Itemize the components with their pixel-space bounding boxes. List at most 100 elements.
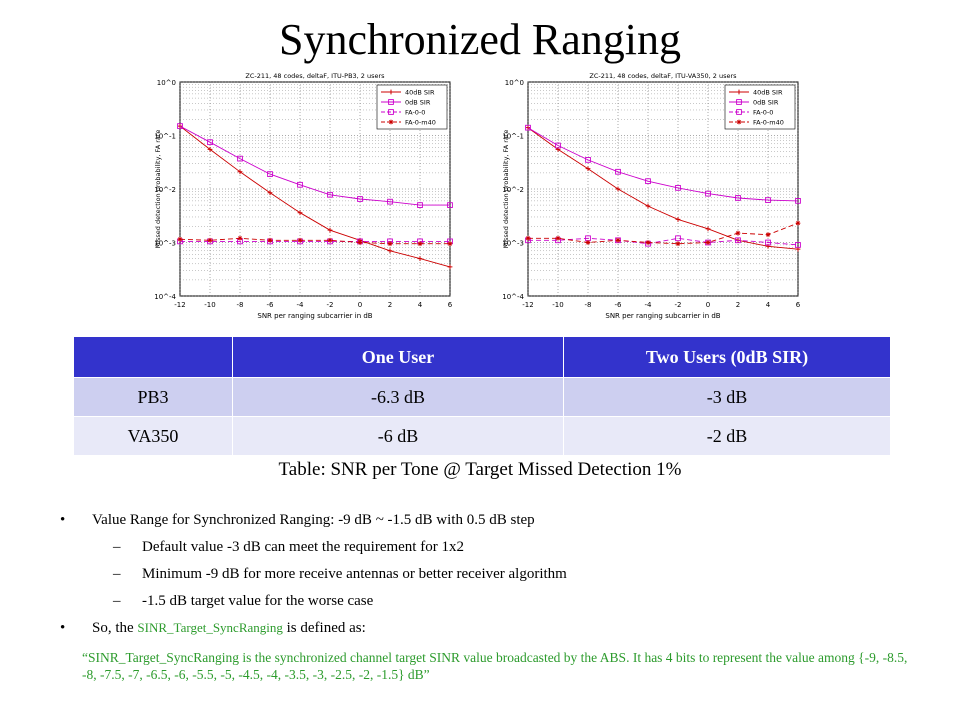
series-line xyxy=(528,222,799,245)
data-point xyxy=(765,232,771,238)
data-point xyxy=(736,119,742,125)
table-header-cell: Two Users (0dB SIR) xyxy=(563,336,891,378)
legend-label: 0dB SIR xyxy=(753,99,779,107)
data-point xyxy=(705,190,711,197)
legend-label: 40dB SIR xyxy=(753,89,783,97)
chart-title: ZC-211, 48 codes, deltaF, ITU-VA350, 2 u… xyxy=(589,72,737,80)
data-point xyxy=(795,220,801,226)
chart-title: ZC-211, 48 codes, deltaF, ITU-PB3, 2 use… xyxy=(245,72,385,80)
series-0db-sir xyxy=(525,124,801,204)
table-header-cell: One User xyxy=(232,336,564,378)
data-point xyxy=(357,240,363,245)
data-point xyxy=(765,239,771,246)
table-cell: VA350 xyxy=(73,416,233,456)
series-line xyxy=(179,125,451,268)
data-point xyxy=(177,123,183,129)
series-40db-sir xyxy=(177,123,453,270)
table-cell: PB3 xyxy=(73,377,233,417)
x-tick-label: -6 xyxy=(615,301,623,309)
sub-bullet-item: – -1.5 dB target value for the worse cas… xyxy=(60,593,920,610)
definition-quote: “SINR_Target_SyncRanging is the synchron… xyxy=(82,650,908,682)
sub-bullet-item: – Default value -3 dB can meet the requi… xyxy=(60,539,920,556)
data-point xyxy=(615,168,621,175)
data-point xyxy=(447,202,453,208)
data-point xyxy=(736,99,742,105)
sub-bullet-text: Default value -3 dB can meet the require… xyxy=(142,539,464,555)
data-point xyxy=(297,181,303,188)
dash-icon: – xyxy=(113,593,121,609)
x-tick-label: -2 xyxy=(327,301,334,309)
x-tick-label: 6 xyxy=(796,301,801,309)
data-point xyxy=(735,195,741,201)
y-tick-label: 10^0 xyxy=(505,79,524,87)
slide-title: Synchronized Ranging xyxy=(278,15,682,64)
x-tick-label: -12 xyxy=(522,301,533,309)
data-point xyxy=(447,264,453,270)
x-tick-label: 2 xyxy=(388,301,392,309)
data-point xyxy=(765,197,771,203)
chart-legend: 40dB SIR 0dB SIR FA-0-0 FA-0-m40 xyxy=(724,84,796,130)
data-point xyxy=(585,157,591,163)
table-cell: -2 dB xyxy=(563,416,891,456)
data-point xyxy=(417,202,423,208)
x-tick-label: -8 xyxy=(585,301,592,309)
data-point xyxy=(615,186,621,192)
chart-legend: 40dB SIR 0dB SIR FA-0-0 FA-0-m40 xyxy=(376,84,448,130)
x-tick-label: 2 xyxy=(736,301,740,309)
chart-svg: -12 -10 -8 -6 -4 -2 0 2 4 6 10^0 10^-1 10^-2 10^-3 10^… xyxy=(502,72,801,320)
y-tick-label: 10^-4 xyxy=(154,293,176,301)
x-tick-label: -10 xyxy=(552,301,563,309)
data-point xyxy=(675,235,681,242)
data-point xyxy=(237,235,243,241)
bullet-text: Value Range for Synchronized Ranging: -9… xyxy=(92,512,535,528)
series-fa-0-m40 xyxy=(177,235,453,247)
data-point xyxy=(207,146,213,152)
x-tick-label: 4 xyxy=(766,301,771,309)
data-point xyxy=(388,89,394,95)
x-tick-label: -4 xyxy=(297,301,305,309)
table-caption: Table: SNR per Tone @ Target Missed Dete… xyxy=(278,459,682,480)
y-tick-label: 10^0 xyxy=(157,79,176,87)
x-tick-label: 6 xyxy=(448,301,453,309)
data-point xyxy=(417,241,423,247)
data-point xyxy=(675,185,681,191)
x-tick-label: -2 xyxy=(675,301,682,309)
x-tick-label: -8 xyxy=(237,301,244,309)
data-point xyxy=(267,237,273,243)
series-fa-0-m40 xyxy=(525,220,801,247)
series-line xyxy=(179,237,450,245)
table-header-row: One User Two Users (0dB SIR) xyxy=(73,336,891,378)
table-row: VA350 -6 dB -2 dB xyxy=(73,416,891,456)
legend-label: FA-0-m40 xyxy=(405,119,436,127)
bullet-prefix: So, the xyxy=(92,620,134,636)
chart-va350: -12 -10 -8 -6 -4 -2 0 2 4 6 10^0 10^-1 10^-2 10^-3 10^… xyxy=(493,68,813,323)
data-point xyxy=(645,203,651,209)
data-point xyxy=(585,166,591,172)
series-40db-sir xyxy=(525,125,801,252)
series-0db-sir xyxy=(177,123,453,208)
y-tick-label: 10^-1 xyxy=(502,133,524,141)
data-point xyxy=(555,235,561,241)
legend-label: FA-0-0 xyxy=(405,109,425,117)
y-tick-label: 10^-2 xyxy=(502,186,524,194)
sub-bullet-text: -1.5 dB target value for the worse case xyxy=(142,593,374,609)
bullet-item: • Value Range for Synchronized Ranging: … xyxy=(60,512,920,529)
data-point xyxy=(585,240,591,245)
sub-bullet-text: Minimum -9 dB for more receive antennas … xyxy=(142,566,567,582)
x-tick-label: -12 xyxy=(174,301,185,309)
y-tick-label: 10^-3 xyxy=(154,240,176,248)
data-point xyxy=(705,226,711,232)
data-point xyxy=(675,217,681,222)
data-point xyxy=(525,124,531,131)
data-point xyxy=(675,241,681,247)
table-row: PB3 -6.3 dB -3 dB xyxy=(73,377,891,417)
x-axis-label: SNR per ranging subcarrier in dB xyxy=(257,312,372,320)
y-tick-label: 10^-1 xyxy=(154,133,176,141)
series-line xyxy=(527,127,799,250)
data-point xyxy=(525,235,531,241)
data-point xyxy=(297,210,303,216)
y-axis-label: Missed detection probability, FA rate xyxy=(154,130,162,249)
data-point xyxy=(645,240,651,245)
x-axis-label: SNR per ranging subcarrier in dB xyxy=(605,312,720,320)
data-point xyxy=(207,237,213,243)
